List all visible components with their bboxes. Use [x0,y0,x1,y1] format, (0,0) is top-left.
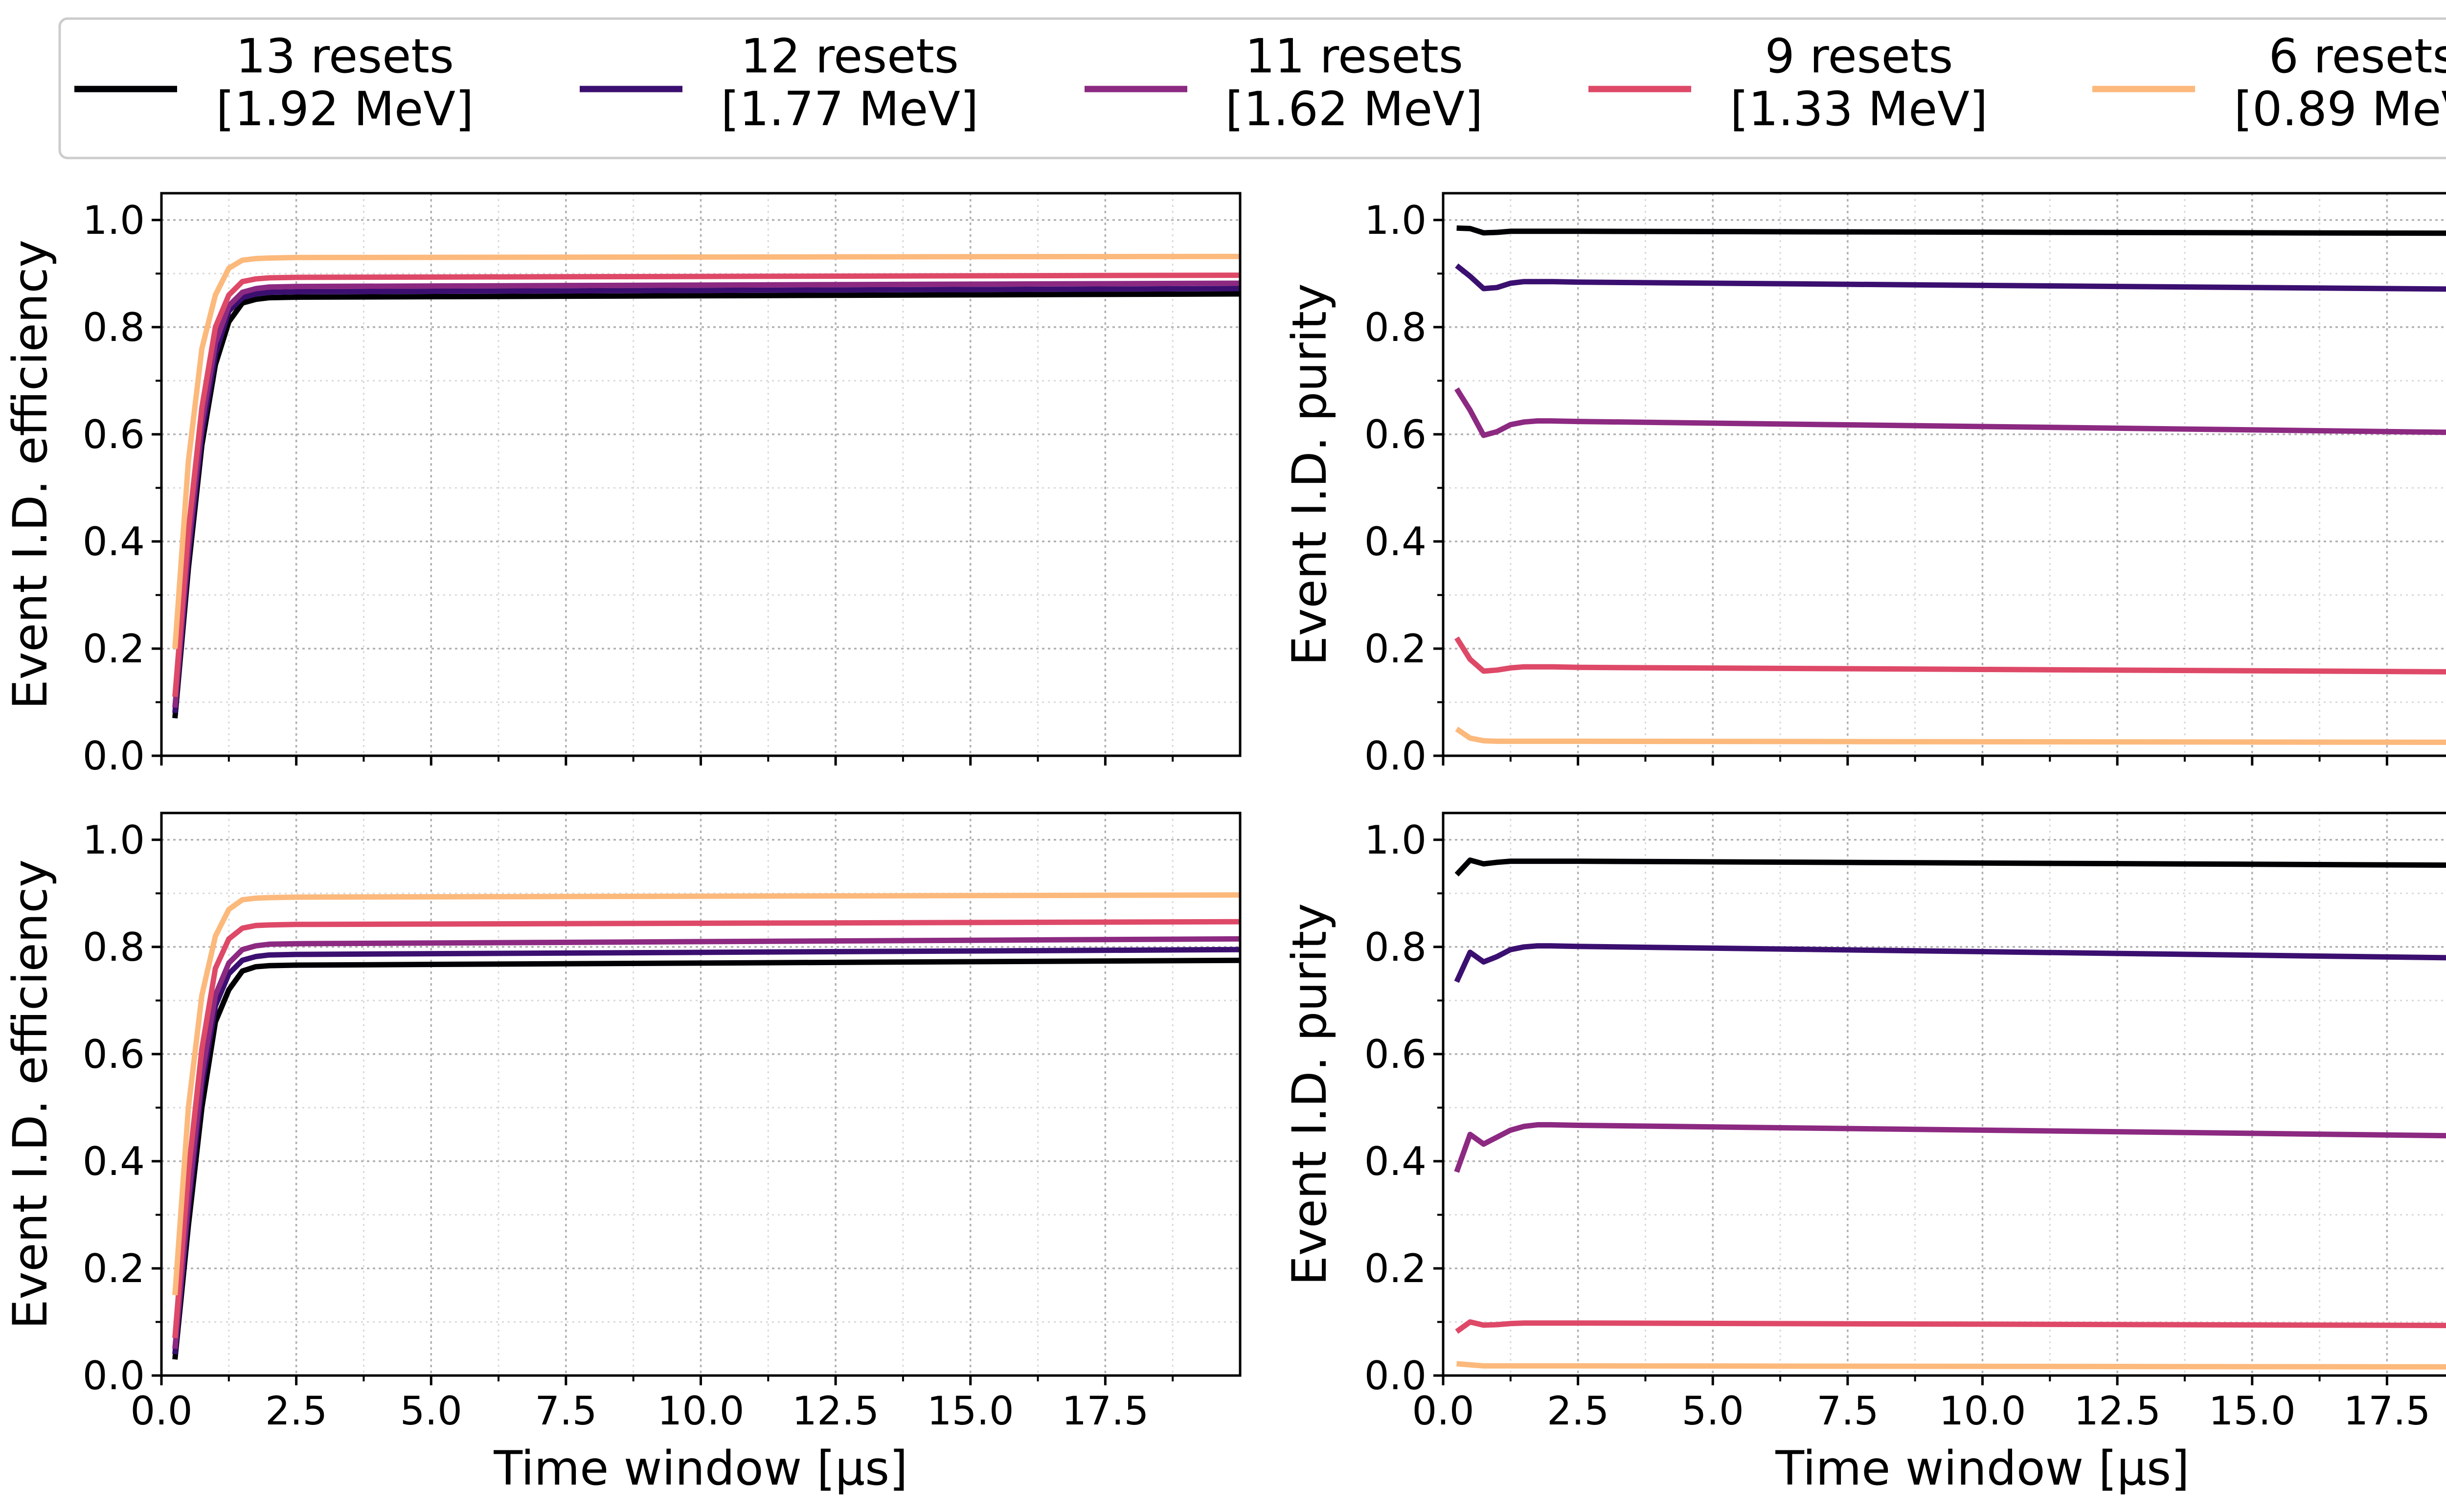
y-tick-label-0-8: 0.8 [1364,925,1427,970]
y-tick-label-0-4: 0.4 [1364,1139,1427,1184]
panel-bottom-left-efficiency: 0.0 2.5 5.0 7.5 10.0 12.5 15.0 17.5 0.0 0.2 0.4 0.6… [3,812,1242,1496]
x-tick-label-17-5: 17.5 [2343,1388,2430,1434]
legend-label-6-resets-line1: 6 resets [2269,29,2446,84]
legend-entry-6-resets: 6 resets [0.89 MeV] [2092,29,2446,136]
axes-frame [160,192,1242,757]
panel-top-right-purity: 0.0 0.2 0.4 0.6 0.8 1.0 Event I.D. purity [1282,192,2446,779]
y-tick-label-0-6: 0.6 [83,412,145,457]
series-line-6-resets [172,253,1240,649]
legend-label-9-resets-line2: [1.33 MeV] [1730,82,1988,136]
legend-frame [58,17,2446,159]
x-tick-label-0: 0.0 [1412,1388,1474,1434]
x-tick-label-7-5: 7.5 [535,1388,597,1434]
x-tick-label-2-5: 2.5 [265,1388,327,1434]
legend-label-13-resets-line2: [1.92 MeV] [216,82,474,136]
legend-label-12-resets-line1: 12 resets [741,29,959,84]
y-axis-label: Event I.D. purity [1282,283,1337,666]
legend-label-11-resets-line1: 11 resets [1245,29,1463,84]
y-tick-label-0-6: 0.6 [83,1032,145,1077]
x-tick-label-0: 0.0 [130,1388,192,1434]
legend-entry-13-resets: 13 resets [1.92 MeV] [74,29,474,136]
series-line-11-resets [1454,387,2446,438]
axes-frame [1442,812,2446,1377]
series-line-9-resets [1454,636,2446,675]
y-tick-label-0: 0.0 [1364,733,1427,779]
axes-frame [160,812,1242,1377]
y-tick-label-0-4: 0.4 [83,519,145,564]
x-tick-label-15: 15.0 [927,1388,1014,1434]
panel-bottom-right-purity: 0.0 2.5 5.0 7.5 10.0 12.5 15.0 17.5 0.0 0.2 0.4 0.6… [1282,812,2446,1496]
y-tick-label-0-2: 0.2 [1364,626,1427,672]
y-tick-label-1: 1.0 [1364,198,1427,243]
axes-background [161,813,1240,1376]
series-line-13-resets [1454,857,2446,877]
y-tick-label-1: 1.0 [83,198,145,243]
panel-top-left-efficiency: 0.0 0.2 0.4 0.6 0.8 1.0 Event I.D. efficiency [3,192,1242,779]
legend-entry-9-resets: 9 resets [1.33 MeV] [1588,29,1988,136]
legend-entry-12-resets: 12 resets [1.77 MeV] [580,29,978,136]
series-line-9-resets [172,272,1240,697]
y-tick-label-0-8: 0.8 [1364,305,1427,350]
series-line-9-resets [1455,1319,2446,1334]
y-tick-label-0-2: 0.2 [83,626,145,672]
x-tick-label-10: 10.0 [1939,1388,2026,1434]
x-tick-label-5: 5.0 [400,1388,462,1434]
x-tick-label-15: 15.0 [2209,1388,2296,1434]
x-tick-label-17-5: 17.5 [1062,1388,1149,1434]
y-tick-label-0: 0.0 [1364,1353,1427,1399]
y-axis-label: Event I.D. efficiency [3,240,58,709]
series-line-12-resets [1454,943,2446,983]
series-line-9-resets [172,919,1240,1338]
legend-label-6-resets-line2: [0.89 MeV] [2234,82,2446,136]
series-line-11-resets [172,936,1240,1349]
series-line-6-resets [1455,726,2446,745]
legend-label-13-resets-line1: 13 resets [236,29,454,84]
y-tick-label-0: 0.0 [83,733,145,779]
y-axis-label: Event I.D. efficiency [3,859,58,1329]
x-axis-label: Time window [μs] [493,1441,907,1496]
axes-background [1443,813,2446,1376]
y-tick-label-0-2: 0.2 [83,1246,145,1291]
x-tick-label-5: 5.0 [1682,1388,1744,1434]
x-tick-label-12-5: 12.5 [2074,1388,2161,1434]
y-tick-label-0-6: 0.6 [1364,412,1427,457]
x-tick-label-12-5: 12.5 [792,1388,879,1434]
y-axis-label: Event I.D. purity [1282,903,1337,1286]
axes-frame [1442,192,2446,757]
x-tick-label-2-5: 2.5 [1547,1388,1609,1434]
x-tick-label-7-5: 7.5 [1816,1388,1879,1434]
x-tick-label-10: 10.0 [657,1388,744,1434]
legend: 13 resets [1.92 MeV] 12 resets [1.77 MeV… [58,17,2446,159]
series-line-13-resets [1456,225,2446,236]
y-tick-label-0-4: 0.4 [83,1139,145,1184]
y-tick-label-0-6: 0.6 [1364,1032,1427,1077]
legend-label-12-resets-line2: [1.77 MeV] [721,82,979,136]
series-line-6-resets [1456,1361,2446,1370]
y-tick-label-0-8: 0.8 [83,925,145,970]
y-tick-label-0-2: 0.2 [1364,1246,1427,1291]
y-tick-label-0: 0.0 [83,1353,145,1399]
y-tick-label-1: 1.0 [1364,817,1427,863]
legend-label-9-resets-line1: 9 resets [1765,29,1953,84]
y-tick-label-0-4: 0.4 [1364,519,1427,564]
legend-label-11-resets-line2: [1.62 MeV] [1225,82,1483,136]
y-tick-label-1: 1.0 [83,817,145,863]
series-line-11-resets [1454,1122,2446,1173]
series-line-6-resets [172,892,1240,1296]
y-tick-label-0-8: 0.8 [83,305,145,350]
series-line-12-resets [1455,263,2446,292]
legend-entry-11-resets: 11 resets [1.62 MeV] [1085,29,1483,136]
x-axis-label: Time window [μs] [1775,1441,2189,1496]
